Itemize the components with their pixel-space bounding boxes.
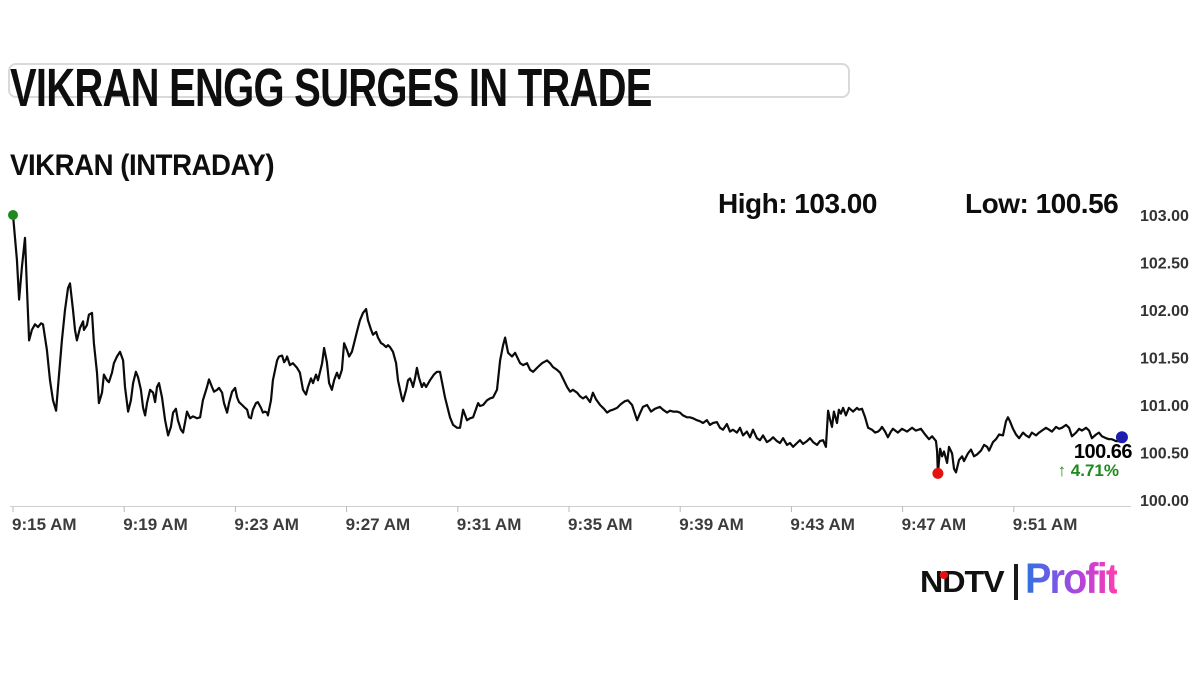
open-marker: [8, 210, 18, 220]
headline: VIKRAN ENGG SURGES IN TRADE: [10, 58, 652, 118]
ndtv-text: NDTV: [920, 564, 1005, 599]
y-axis-label: 102.00: [1140, 303, 1189, 320]
logo-divider-bar: [1014, 564, 1019, 600]
ndtv-wordmark: NDTV: [920, 564, 1005, 600]
x-axis-label: 9:35 AM: [568, 515, 633, 534]
y-axis-label: 101.00: [1140, 398, 1189, 415]
ndtv-profit-logo: NDTV Profit: [920, 557, 1126, 607]
chart-subtitle: VIKRAN (INTRADAY): [10, 149, 275, 182]
profit-wordmark: Profit: [1025, 557, 1119, 607]
y-axis-label: 103.00: [1140, 208, 1189, 225]
x-axis-label: 9:31 AM: [457, 515, 522, 534]
last-price: 100.66: [1073, 441, 1133, 463]
percent-change-value: 4.71%: [1070, 461, 1119, 480]
y-axis-label: 100.00: [1140, 493, 1189, 510]
headline-box: [8, 63, 850, 98]
high-value-label: High: 103.00: [718, 188, 877, 219]
y-axis-label: 100.50: [1140, 446, 1189, 463]
y-axis-label: 101.50: [1140, 351, 1189, 368]
low-value-label: Low: 100.56: [965, 188, 1119, 219]
x-axis-label: 9:27 AM: [346, 515, 411, 534]
last-trade-callout: 100.66 ↑ 4.71%: [1002, 441, 1133, 480]
x-axis-label: 9:15 AM: [12, 515, 77, 534]
x-axis-label: 9:51 AM: [1013, 515, 1078, 534]
price-line: [11, 213, 1124, 475]
x-axis-label: 9:47 AM: [902, 515, 967, 534]
ndtv-red-dot-icon: [939, 571, 949, 579]
percent-change: ↑ 4.71%: [1002, 462, 1132, 480]
y-axis-label: 102.50: [1140, 256, 1189, 273]
low-marker: [932, 467, 944, 479]
x-axis-label: 9:39 AM: [679, 515, 744, 534]
up-arrow-icon: ↑: [1057, 461, 1067, 480]
x-axis-label: 9:23 AM: [234, 515, 299, 534]
close-marker: [1115, 431, 1128, 444]
x-axis-label: 9:43 AM: [790, 515, 855, 534]
x-axis-label: 9:19 AM: [123, 515, 188, 534]
